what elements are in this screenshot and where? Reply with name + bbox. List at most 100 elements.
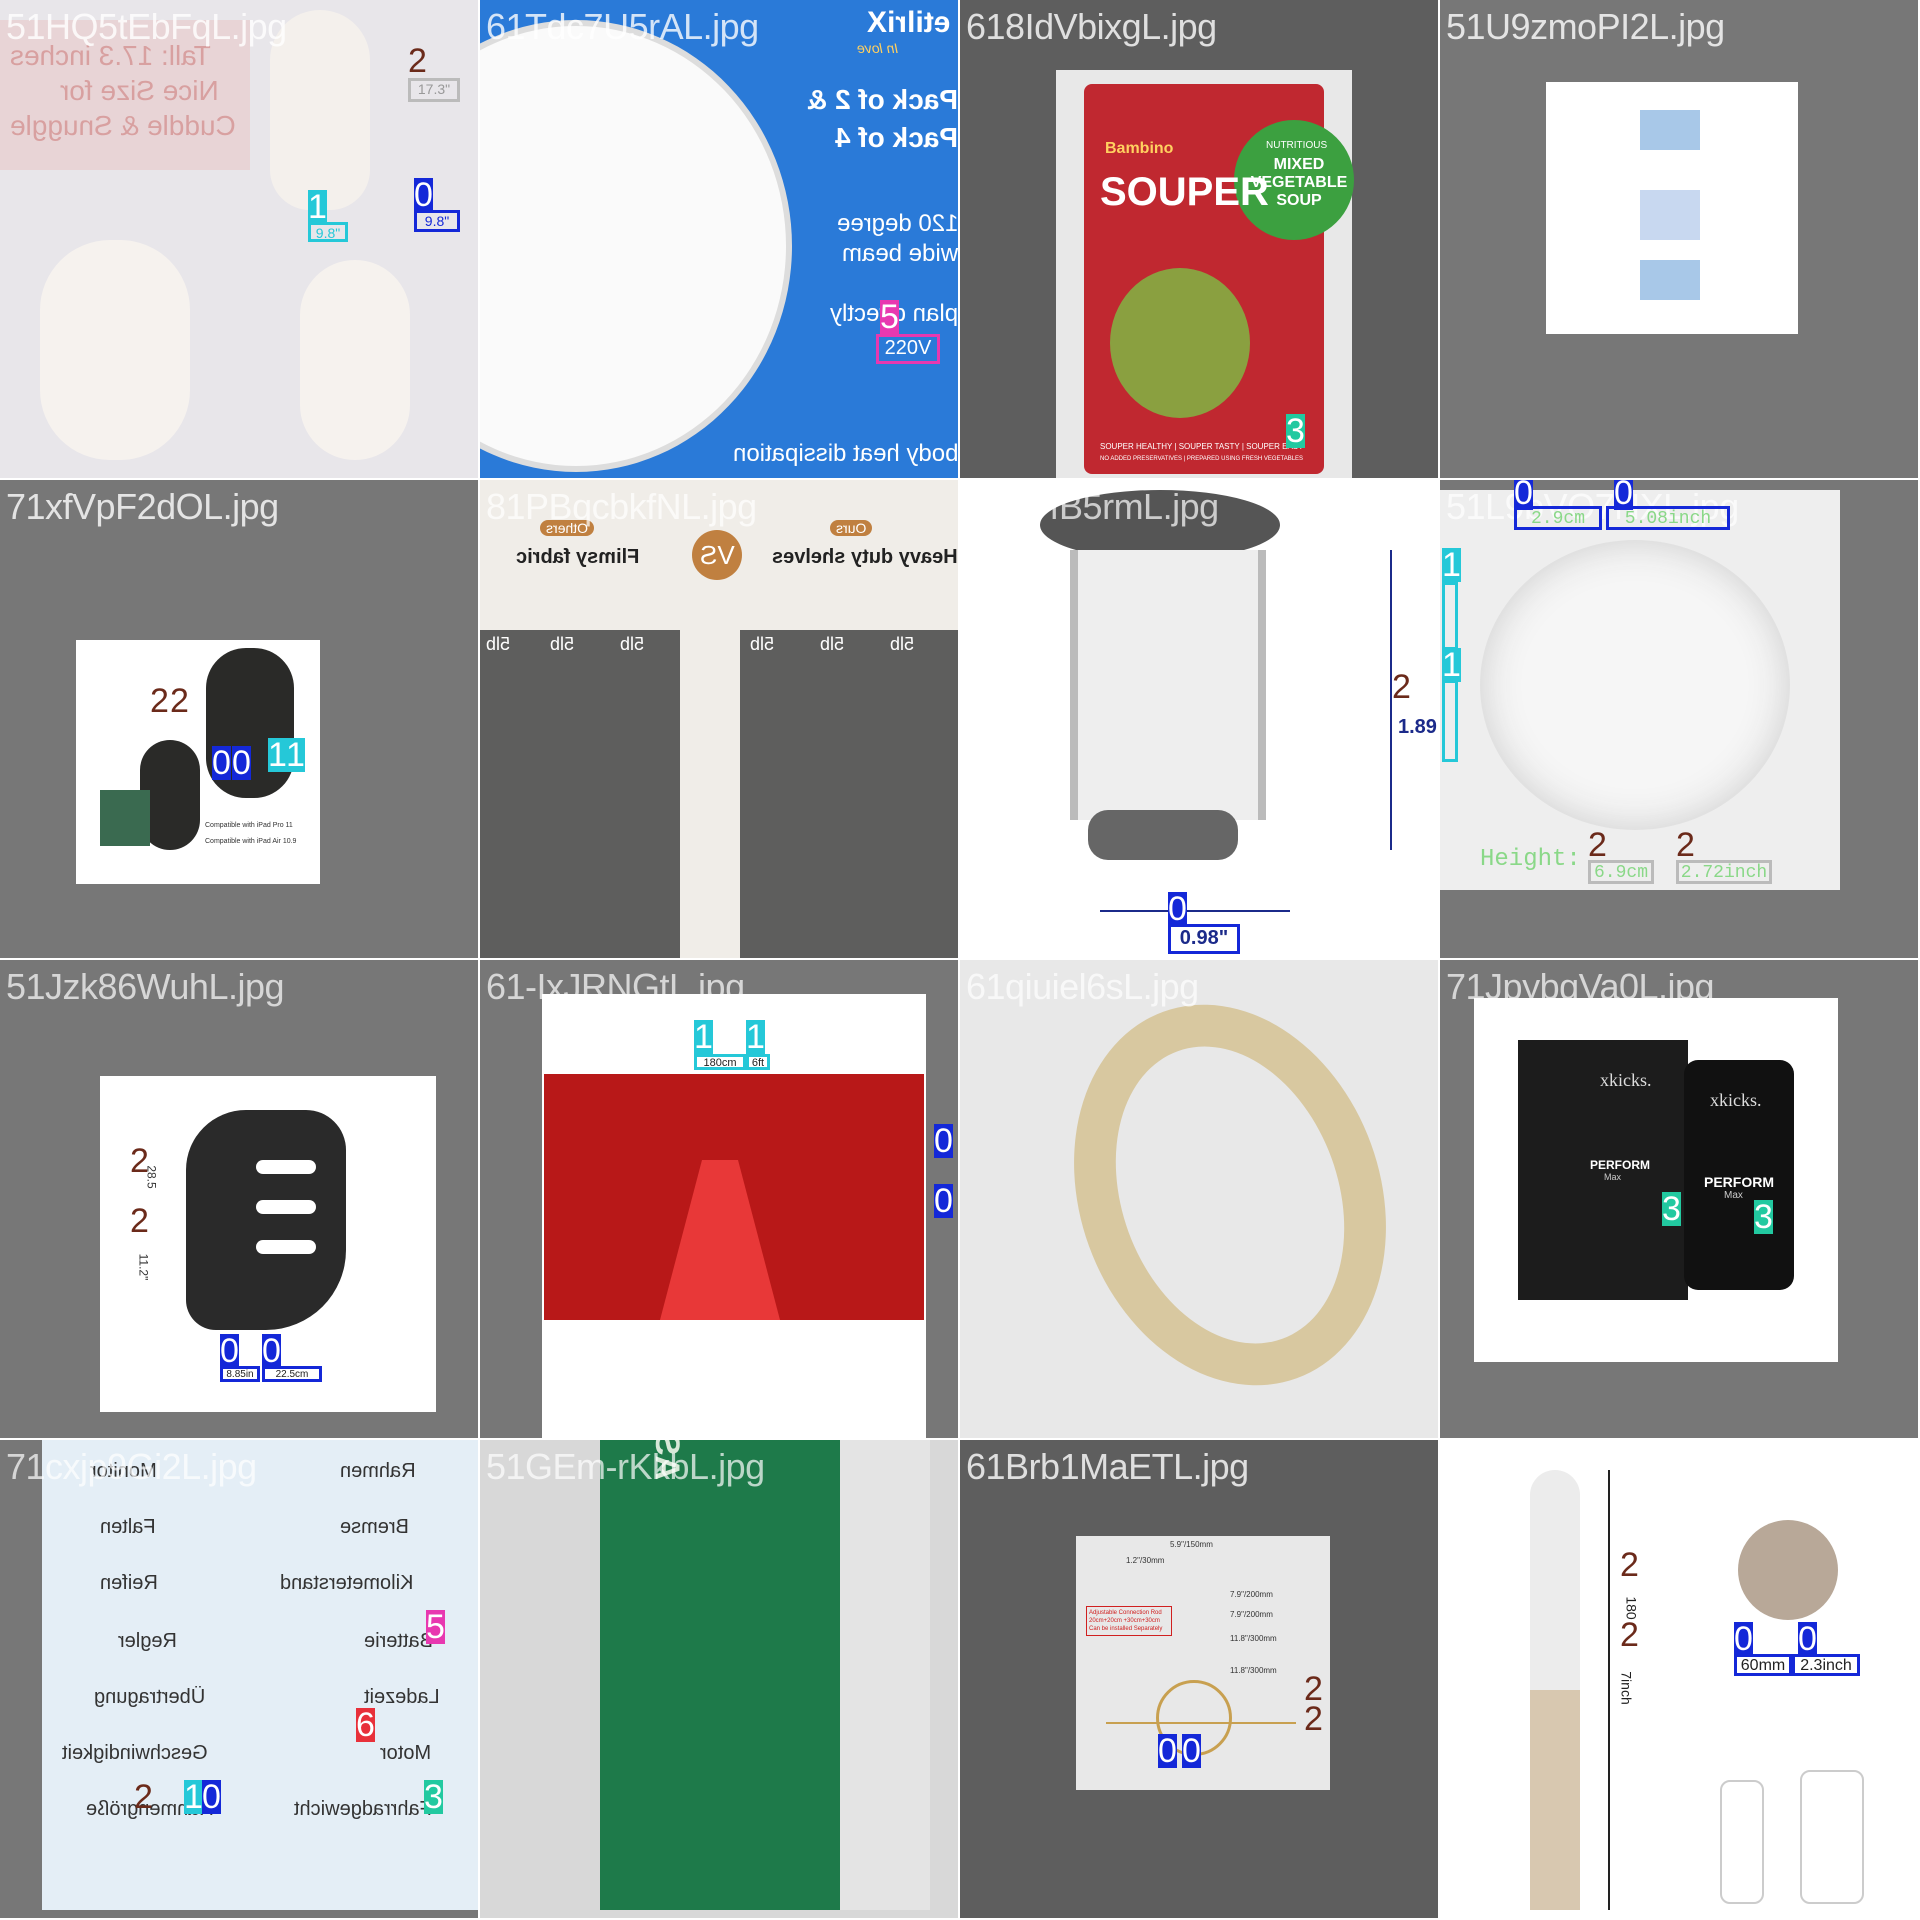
filename: 51frVfB5rmL.jpg	[966, 486, 1219, 527]
tile-silicone-mold[interactable]: Height: 51L9bVO7NXL.jpg 0 2.9cm 0 5.08in…	[1440, 480, 1920, 960]
feature-2: wide beam	[841, 240, 958, 267]
tile-supplement[interactable]: xkicks. xkicks. PERFORM Max PERFORM Max …	[1440, 960, 1920, 1440]
filename: 71xfVpF2dOL.jpg	[6, 486, 279, 527]
weight-label: 5lb	[750, 634, 775, 654]
cable-image	[1720, 1780, 1764, 1904]
label-id: 6	[356, 1706, 375, 1744]
dim-3: 11.8"/300mm	[1230, 1634, 1277, 1643]
label-id: 2	[1620, 1546, 1639, 1584]
filename: 51U9zmoPI2L.jpg	[1446, 6, 1725, 47]
filename: 51Jzk86WuhL.jpg	[6, 966, 285, 1007]
pickup-slot	[256, 1200, 316, 1214]
brand-text: etilriX	[866, 6, 950, 39]
label-box: 220V	[876, 334, 940, 364]
mold-image	[1480, 540, 1790, 830]
label-id: 0	[202, 1778, 221, 1816]
tile-shoe-rack[interactable]: Others Flimsy fabric VS Ours Heavy duty …	[480, 480, 960, 960]
tile-ring[interactable]: 61qiuiel6sL.jpg	[960, 960, 1440, 1440]
filename: 71cxjp9Gi2L.jpg	[6, 1446, 257, 1487]
height-text: 1.89"	[1398, 716, 1438, 738]
spec-key: Regler	[118, 1630, 177, 1652]
brand-bottle: xkicks.	[1710, 1090, 1762, 1110]
label-box: 2.9cm	[1514, 506, 1602, 530]
vs-badge: VS	[699, 540, 735, 570]
spec-key: Reifen	[100, 1572, 158, 1594]
tile-led-panel[interactable]: etilriX In love Pack of 2 & Pack of 4 12…	[480, 0, 960, 480]
pickup-slot	[256, 1160, 316, 1174]
label-id: 0	[1734, 1620, 1753, 1658]
perform-bottle: PERFORM	[1704, 1174, 1774, 1190]
spec-key: Rahmen	[340, 1460, 416, 1482]
pickguard-image	[186, 1110, 346, 1330]
label-box: 6ft	[746, 1054, 770, 1070]
product-image	[960, 960, 1438, 1438]
label-id: 0	[262, 1332, 281, 1370]
bunny-figure-3	[300, 260, 410, 460]
chandelier-arm	[1106, 1722, 1296, 1724]
label-id: 1	[1442, 646, 1461, 684]
tile-sling-bag[interactable]: Compatible with iPad Pro 11 Compatible w…	[0, 480, 480, 960]
spec-key: Fahrradgewicht	[294, 1798, 432, 1820]
label-box: 5.08inch	[1606, 506, 1730, 530]
bunny-figure-2	[40, 240, 190, 460]
label-box: 180cm	[694, 1054, 746, 1070]
label-id: 2	[170, 682, 189, 720]
label-id: 3	[1754, 1198, 1773, 1236]
label-id: 1	[746, 1018, 765, 1056]
dim-rod: 1.2"/30mm	[1126, 1556, 1165, 1565]
tile-lamp[interactable]: 180 7inch 2 2 0 60mm 0 2.3inch	[1440, 1440, 1920, 1920]
pickup-slot	[256, 1240, 316, 1254]
label-box: 17.3"	[408, 78, 460, 102]
brand-box: xkicks.	[1600, 1070, 1652, 1090]
dimension-line	[1100, 910, 1290, 912]
label-id: 1	[694, 1018, 713, 1056]
label-box: 6.9cm	[1588, 860, 1654, 884]
brand-large: SOUPER	[1100, 170, 1269, 214]
max-box: Max	[1604, 1172, 1622, 1182]
left-caption: Flimsy fabric	[516, 546, 640, 568]
spec-key: Übertragung	[94, 1686, 206, 1708]
tile-bunny[interactable]: Tall: 17.3 inches Nice Size for Cuddle &…	[0, 0, 480, 480]
product-image	[1440, 1440, 1918, 1918]
dim-1: 7.9"/200mm	[1230, 1590, 1273, 1599]
diagram-icon	[1640, 260, 1700, 300]
label-id: 5	[426, 1608, 445, 1646]
box-image	[1518, 1040, 1688, 1300]
label-id: 1	[308, 188, 327, 226]
dimension-line	[1608, 1470, 1610, 1910]
label-id: 3	[1286, 412, 1305, 450]
spec-key: Geschwindigkeit	[62, 1742, 208, 1764]
spec-key: Motor	[380, 1742, 432, 1764]
label-id: 2	[1304, 1670, 1323, 1708]
label-id: 2	[150, 682, 169, 720]
label-id: 0	[1158, 1732, 1177, 1770]
tile-chandelier[interactable]: 5.9"/150mm 1.2"/30mm 7.9"/200mm 7.9"/200…	[960, 1440, 1440, 1920]
weight-label: 5lb	[620, 634, 645, 654]
tile-soup[interactable]: Bambino SOUPER NUTRITIOUS MIXED VEGETABL…	[960, 0, 1440, 480]
label-id: 0	[934, 1182, 953, 1220]
size-text-3: Cuddle & Snuggle	[10, 110, 236, 141]
tile-filter[interactable]: 1.89" 51frVfB5rmL.jpg 2 0 0.98"	[960, 480, 1440, 960]
dimension-line	[1390, 550, 1392, 850]
tile-spec-list[interactable]: Rahmen Monitor Bremse Falten Kilometerst…	[0, 1440, 480, 1920]
wall-mount-image	[1738, 1520, 1838, 1620]
lamp-wood	[1530, 1690, 1580, 1910]
tile-aspirin-box[interactable]: ASPIRINA 51GEm-rKkbL.jpg	[480, 1440, 960, 1920]
spec-key: Kilometerstand	[280, 1572, 414, 1594]
label-id: 0	[232, 744, 251, 782]
filename: 618IdVbixgL.jpg	[966, 6, 1217, 47]
spec-key: Batterie	[364, 1630, 433, 1652]
label-id: 2	[1620, 1616, 1639, 1654]
right-caption: Heavy duty shelves	[772, 546, 958, 568]
product-title: MIXED VEGETABLE SOUP	[1250, 156, 1348, 209]
weight-label: 5lb	[890, 634, 915, 654]
dim-4: 11.8"/300mm	[1230, 1666, 1277, 1675]
feature-1: 120 degree	[836, 210, 958, 237]
tagline-1: SOUPER HEALTHY | SOUPER TASTY | SOUPER E…	[1100, 442, 1304, 451]
label-id: 0	[1614, 480, 1633, 510]
sub-title: NUTRITIOUS	[1266, 140, 1328, 151]
label-box: 0.98"	[1168, 924, 1240, 954]
tile-pickguard[interactable]: 28.5 11.2" 51Jzk86WuhL.jpg 2 2 0 8.85in …	[0, 960, 480, 1440]
tile-red-carpet[interactable]: 61-IxJRNGtL.jpg 1 180cm 1 6ft 0 0	[480, 960, 960, 1440]
tile-document[interactable]: 51U9zmoPI2L.jpg	[1440, 0, 1920, 480]
